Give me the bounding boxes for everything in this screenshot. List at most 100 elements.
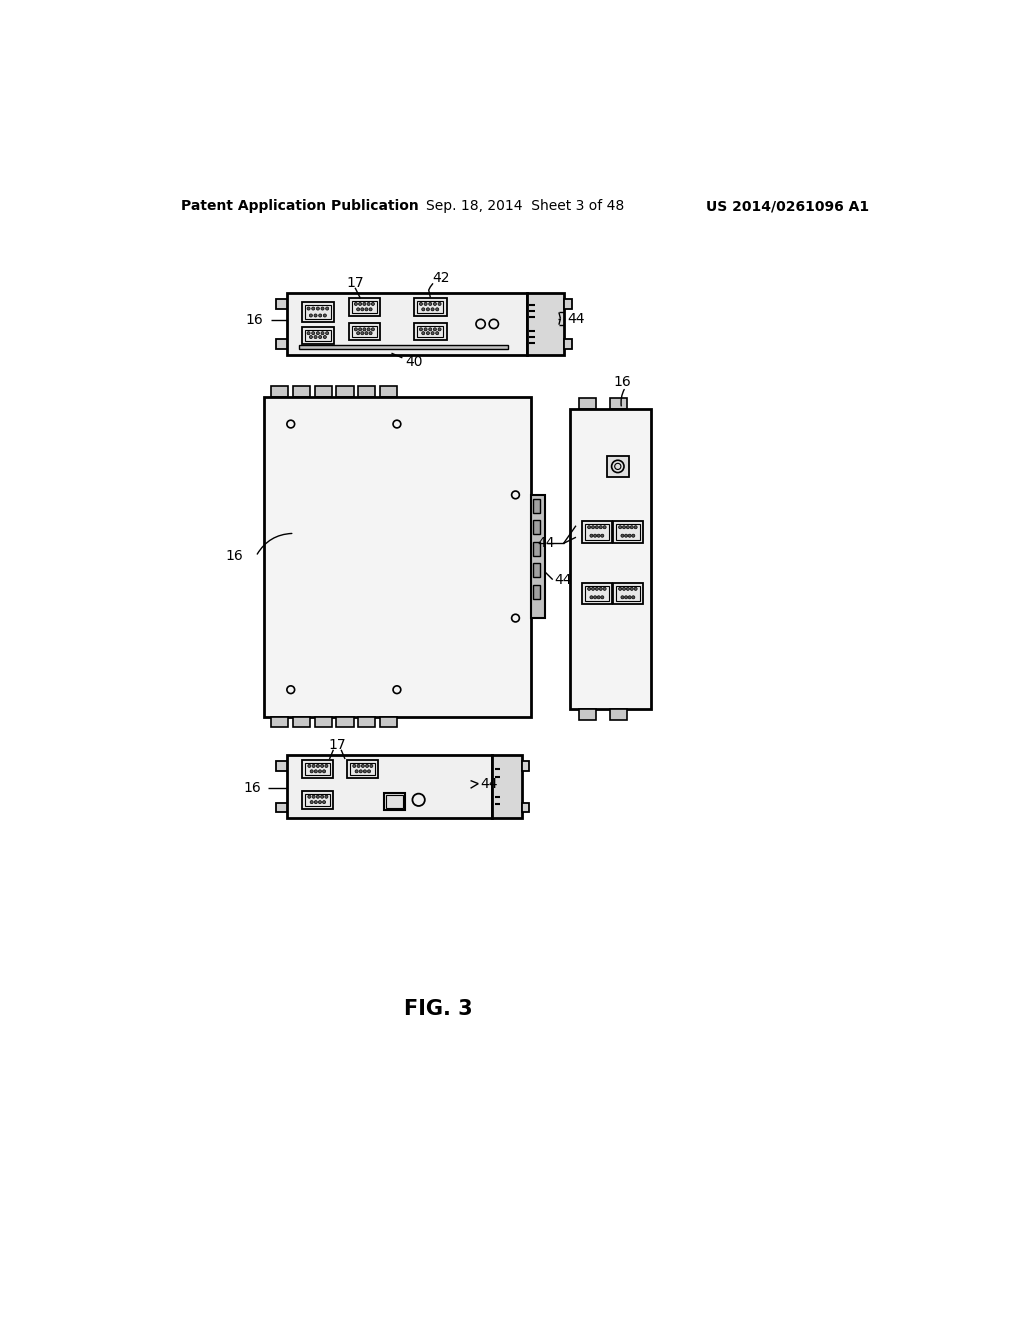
Circle shape bbox=[435, 331, 438, 335]
Bar bbox=[564, 300, 572, 309]
Circle shape bbox=[369, 331, 372, 335]
Circle shape bbox=[365, 331, 368, 335]
Circle shape bbox=[318, 314, 322, 317]
Circle shape bbox=[325, 764, 328, 767]
Bar bbox=[347, 760, 378, 779]
Bar bbox=[337, 387, 353, 397]
Text: FIG. 3: FIG. 3 bbox=[403, 999, 472, 1019]
Circle shape bbox=[634, 587, 637, 590]
Circle shape bbox=[603, 587, 606, 590]
Circle shape bbox=[321, 795, 324, 799]
Bar bbox=[276, 803, 287, 812]
Bar bbox=[527, 293, 564, 355]
Text: US 2014/0261096 A1: US 2014/0261096 A1 bbox=[706, 199, 869, 213]
Circle shape bbox=[310, 770, 313, 774]
Circle shape bbox=[424, 302, 427, 305]
Circle shape bbox=[628, 595, 631, 599]
Circle shape bbox=[321, 308, 324, 310]
Circle shape bbox=[370, 764, 373, 767]
Bar bbox=[417, 326, 443, 337]
Circle shape bbox=[433, 327, 436, 331]
Bar bbox=[610, 397, 627, 409]
Circle shape bbox=[603, 525, 606, 529]
Bar bbox=[417, 301, 443, 313]
Circle shape bbox=[590, 595, 593, 599]
Circle shape bbox=[433, 302, 436, 305]
Circle shape bbox=[426, 308, 429, 312]
Bar bbox=[613, 582, 643, 605]
Circle shape bbox=[307, 331, 310, 335]
Bar bbox=[276, 762, 287, 771]
Text: 44: 44 bbox=[538, 536, 555, 550]
Bar bbox=[569, 409, 651, 709]
Bar bbox=[616, 586, 640, 601]
Bar bbox=[579, 709, 596, 719]
Circle shape bbox=[312, 764, 315, 767]
Bar bbox=[358, 717, 375, 727]
Circle shape bbox=[429, 327, 432, 331]
Circle shape bbox=[595, 587, 598, 590]
Circle shape bbox=[372, 327, 375, 331]
Text: 16: 16 bbox=[225, 549, 243, 564]
Circle shape bbox=[318, 335, 322, 339]
Circle shape bbox=[594, 595, 597, 599]
Bar bbox=[302, 760, 334, 779]
Circle shape bbox=[308, 764, 311, 767]
Circle shape bbox=[592, 587, 595, 590]
Circle shape bbox=[632, 595, 635, 599]
Bar bbox=[350, 763, 375, 775]
Bar bbox=[276, 339, 287, 348]
Circle shape bbox=[431, 331, 434, 335]
Circle shape bbox=[623, 587, 626, 590]
Bar bbox=[616, 524, 640, 540]
Circle shape bbox=[354, 327, 357, 331]
Bar bbox=[493, 755, 521, 818]
Circle shape bbox=[312, 795, 315, 799]
Bar bbox=[579, 397, 596, 409]
Circle shape bbox=[599, 587, 602, 590]
Circle shape bbox=[618, 525, 622, 529]
Bar bbox=[276, 300, 287, 309]
Circle shape bbox=[618, 587, 622, 590]
Circle shape bbox=[310, 800, 313, 804]
Circle shape bbox=[630, 525, 633, 529]
Circle shape bbox=[422, 331, 425, 335]
Circle shape bbox=[426, 331, 429, 335]
Bar bbox=[607, 455, 629, 478]
Bar bbox=[271, 717, 289, 727]
Circle shape bbox=[364, 770, 367, 774]
Circle shape bbox=[627, 525, 630, 529]
Circle shape bbox=[634, 525, 637, 529]
Circle shape bbox=[323, 770, 326, 774]
Circle shape bbox=[366, 764, 369, 767]
Bar bbox=[521, 803, 529, 812]
Circle shape bbox=[601, 595, 604, 599]
Circle shape bbox=[358, 327, 361, 331]
Bar bbox=[314, 387, 332, 397]
Bar bbox=[380, 717, 397, 727]
Circle shape bbox=[326, 308, 329, 310]
Circle shape bbox=[431, 308, 434, 312]
Text: 44: 44 bbox=[554, 573, 571, 586]
Text: 16: 16 bbox=[614, 375, 632, 388]
Circle shape bbox=[368, 770, 371, 774]
Bar bbox=[305, 793, 331, 807]
Circle shape bbox=[352, 764, 356, 767]
Circle shape bbox=[623, 525, 626, 529]
Text: Patent Application Publication: Patent Application Publication bbox=[180, 199, 419, 213]
Circle shape bbox=[595, 525, 598, 529]
Text: 17: 17 bbox=[346, 276, 364, 290]
Circle shape bbox=[630, 587, 633, 590]
Bar bbox=[299, 345, 508, 350]
Bar bbox=[532, 541, 541, 556]
Circle shape bbox=[359, 770, 362, 774]
Circle shape bbox=[588, 525, 591, 529]
Circle shape bbox=[422, 308, 425, 312]
Bar bbox=[263, 397, 531, 717]
Circle shape bbox=[627, 587, 630, 590]
Circle shape bbox=[601, 535, 604, 537]
Bar bbox=[302, 302, 334, 322]
Text: 16: 16 bbox=[244, 781, 261, 795]
Circle shape bbox=[420, 302, 423, 305]
Circle shape bbox=[314, 770, 317, 774]
